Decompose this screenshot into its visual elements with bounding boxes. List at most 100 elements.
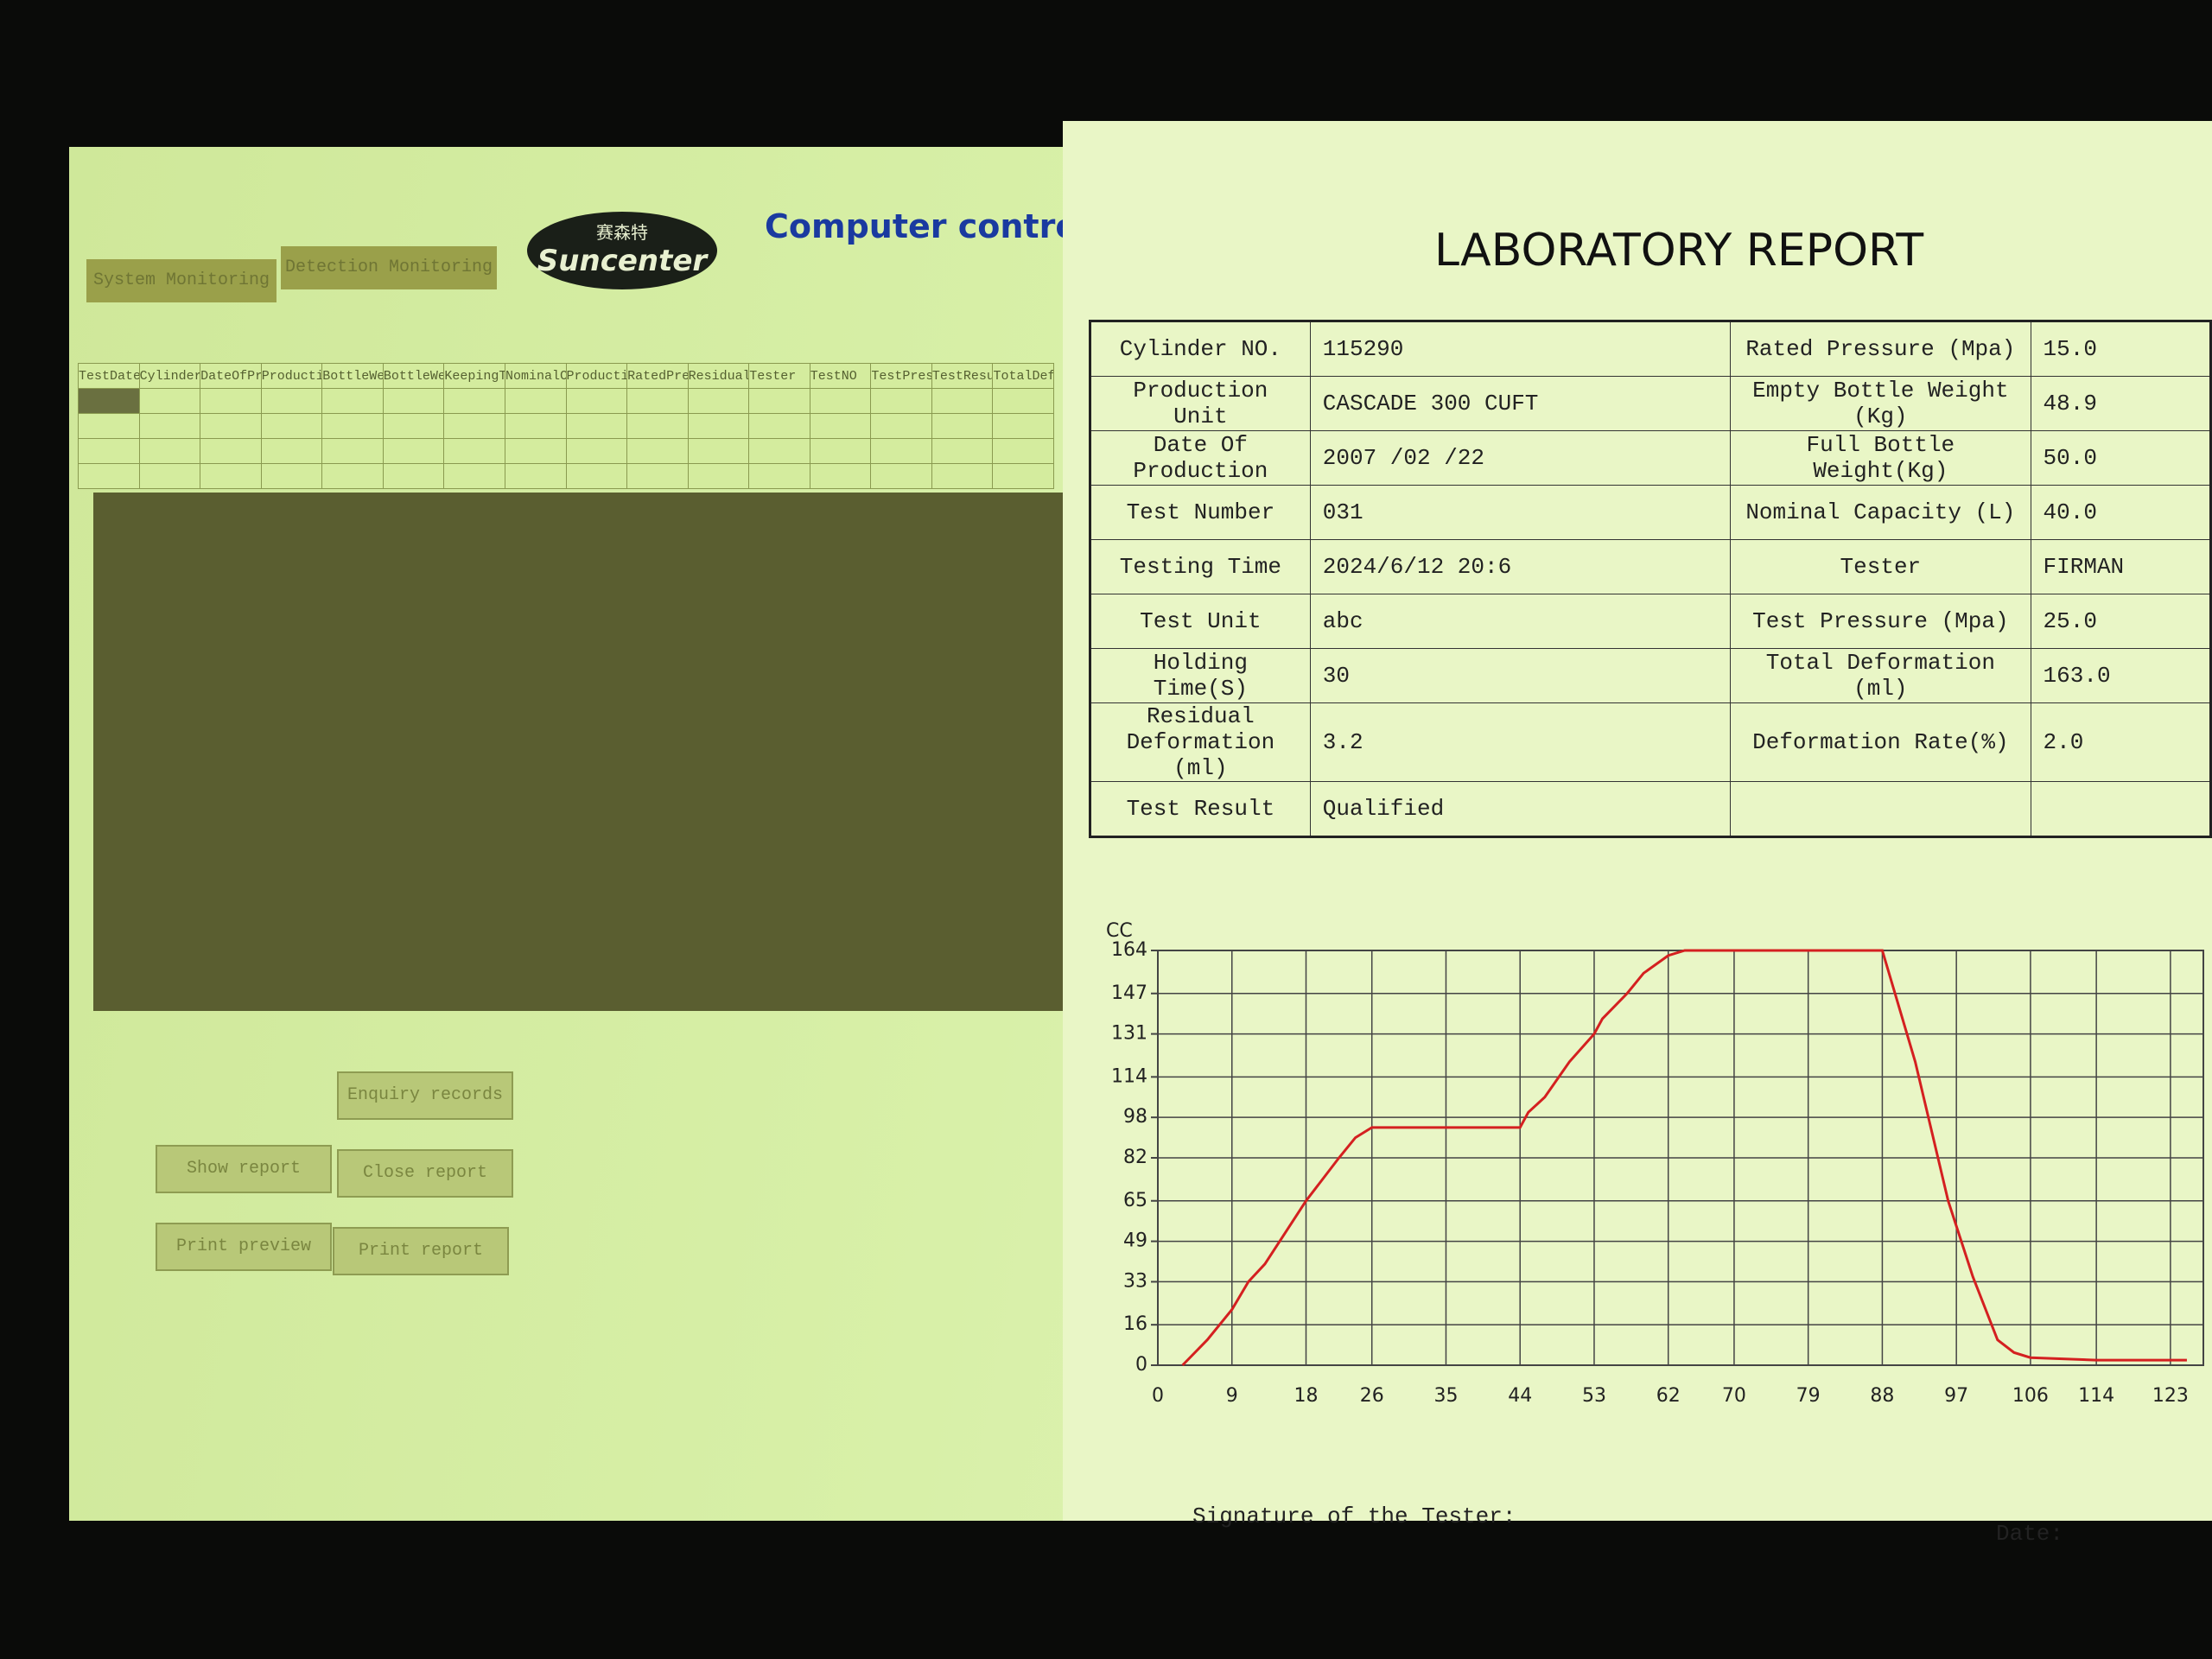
field-value: abc	[1309, 594, 1732, 649]
field-label: Cylinder NO.	[1090, 321, 1311, 377]
table-cell	[504, 438, 567, 464]
table-cell	[78, 463, 140, 489]
button[interactable]: Enquiry records	[337, 1071, 513, 1120]
table-cell	[870, 388, 932, 414]
x-tick-label: 0	[1152, 1385, 1164, 1407]
button[interactable]: Close report	[337, 1149, 513, 1198]
table-cell	[443, 438, 505, 464]
table-cell	[931, 388, 994, 414]
button[interactable]: Show report	[156, 1145, 332, 1193]
column-header: KeepingTime	[443, 363, 505, 389]
empty-cell	[2030, 781, 2212, 837]
field-value: 15.0	[2030, 321, 2212, 377]
field-value: FIRMAN	[2030, 539, 2212, 594]
app-title: Computer contro	[765, 207, 1078, 245]
table-cell	[931, 413, 994, 439]
table-cell	[626, 388, 689, 414]
empty-cell	[1730, 781, 2031, 837]
table-cell	[382, 388, 445, 414]
y-tick-label: 33	[1123, 1270, 1147, 1292]
report-window: LABORATORY REPORT Cylinder NO. 115290 Rate…	[1063, 121, 2212, 1547]
field-label: Test Result	[1090, 781, 1311, 837]
tab[interactable]: System Monitoring	[86, 259, 276, 302]
logo-name: Suncenter	[537, 244, 708, 278]
control-panel: System Monitoring Detection Monitoring 赛…	[69, 147, 1077, 1521]
field-label: Full Bottle Weight(Kg)	[1730, 430, 2031, 486]
records-table: TestDateCylinderNODateOfProductionProduc…	[78, 363, 1054, 489]
table-cell	[78, 438, 140, 464]
table-cell	[931, 438, 994, 464]
button[interactable]: Print preview	[156, 1223, 332, 1271]
table-cell	[382, 463, 445, 489]
table-cell	[260, 413, 323, 439]
y-tick-label: 131	[1111, 1023, 1147, 1045]
field-label: Testing Time	[1090, 539, 1311, 594]
table-cell	[809, 463, 872, 489]
column-header: TestNO	[809, 363, 872, 389]
report-row: Test Number 031 Nominal Capacity (L) 40.0	[1090, 485, 2212, 540]
table-cell	[504, 413, 567, 439]
table-cell	[138, 463, 201, 489]
x-tick-label: 44	[1508, 1385, 1532, 1407]
table-cell	[443, 463, 505, 489]
field-value: CASCADE 300 CUFT	[1309, 376, 1732, 431]
field-value: 2.0	[2030, 702, 2212, 782]
y-tick-label: 98	[1123, 1106, 1147, 1128]
table-cell	[748, 438, 810, 464]
y-tick-label: 65	[1123, 1190, 1147, 1211]
table-cell	[992, 388, 1054, 414]
table-cell	[200, 463, 262, 489]
table-cell	[260, 388, 323, 414]
field-value: 3.2	[1309, 702, 1732, 782]
field-value: 50.0	[2030, 430, 2212, 486]
report-row: Date Of Production 2007 /02 /22 Full Bottl…	[1090, 430, 2212, 486]
table-cell	[321, 463, 384, 489]
table-cell	[321, 413, 384, 439]
button[interactable]: Print report	[333, 1227, 509, 1275]
report-row: Holding Time(S) 30 Total Deformation (ml) 1…	[1090, 648, 2212, 703]
field-value: 2007 /02 /22	[1309, 430, 1732, 486]
y-tick-label: 164	[1111, 939, 1147, 961]
y-tick-label: 82	[1123, 1147, 1147, 1168]
x-tick-label: 26	[1360, 1385, 1384, 1407]
x-tick-label: 97	[1944, 1385, 1968, 1407]
y-tick-label: 49	[1123, 1230, 1147, 1252]
table-cell	[200, 388, 262, 414]
table-cell	[321, 438, 384, 464]
x-tick-label: 53	[1582, 1385, 1606, 1407]
field-value: 25.0	[2030, 594, 2212, 649]
table-cell	[992, 438, 1054, 464]
logo: 赛森特 Suncenter	[527, 212, 717, 289]
x-tick-label: 35	[1433, 1385, 1458, 1407]
table-cell	[138, 438, 201, 464]
x-tick-label: 9	[1226, 1385, 1238, 1407]
table-cell	[260, 438, 323, 464]
field-label: Test Number	[1090, 485, 1311, 540]
tab[interactable]: Detection Monitoring	[281, 246, 497, 289]
table-cell	[687, 438, 750, 464]
field-value: 40.0	[2030, 485, 2212, 540]
y-tick-label: 16	[1123, 1313, 1147, 1335]
table-cell	[626, 413, 689, 439]
table-cell	[138, 388, 201, 414]
field-value: 163.0	[2030, 648, 2212, 703]
table-cell	[870, 463, 932, 489]
y-axis-label: CC	[1106, 920, 1133, 942]
field-label: Residual Deformation (ml)	[1090, 702, 1311, 782]
x-tick-label: 123	[2152, 1385, 2189, 1407]
field-label: Deformation Rate(%)	[1730, 702, 2031, 782]
table-cell	[809, 438, 872, 464]
table-cell	[382, 438, 445, 464]
table-cell	[809, 388, 872, 414]
monitor-screen: System Monitoring Detection Monitoring 赛…	[69, 121, 2212, 1547]
table-cell	[200, 438, 262, 464]
